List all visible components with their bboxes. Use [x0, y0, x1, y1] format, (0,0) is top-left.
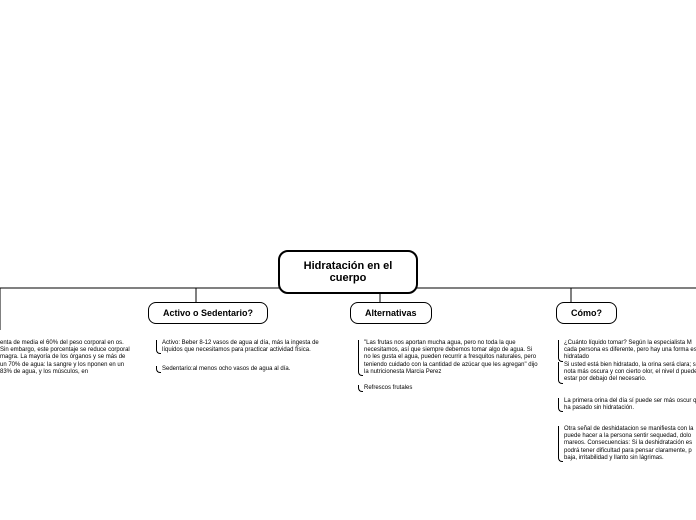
root-node: Hidratación en el cuerpo	[278, 250, 418, 294]
leaf-offscreen: enta de media el 60% del peso corporal e…	[0, 340, 130, 376]
leaf-activo-0: Activo: Beber 8-12 vasos de agua al día,…	[162, 340, 332, 354]
branch-activo: Activo o Sedentario?	[148, 302, 268, 324]
branch-como-label: Cómo?	[571, 308, 602, 318]
leaf-alt-0: "Las frutas nos aportan mucha agua, pero…	[364, 340, 539, 376]
leaf-alt-1-text: Refrescos frutales	[364, 385, 412, 391]
leaf-como-0: ¿Cuánto líquido tomar? Según la especial…	[564, 340, 696, 362]
branch-como: Cómo?	[556, 302, 617, 324]
leaf-activo-1-text: Sedentario:al menos ocho vasos de agua a…	[162, 366, 290, 372]
leaf-offscreen-text: enta de media el 60% del peso corporal e…	[0, 340, 130, 375]
branch-activo-label: Activo o Sedentario?	[163, 308, 253, 318]
branch-alternativas: Alternativas	[350, 302, 432, 324]
leaf-activo-1: Sedentario:al menos ocho vasos de agua a…	[162, 366, 332, 373]
leaf-como-0-text: ¿Cuánto líquido tomar? Según la especial…	[564, 340, 696, 360]
leaf-como-2: La primera orina del día sí puede ser má…	[564, 398, 696, 412]
leaf-como-1-text: Si usted está bien hidratado, la orina s…	[564, 362, 696, 382]
leaf-como-3-text: Otra señal de deshidatacion se manifiest…	[564, 426, 693, 461]
leaf-como-3: Otra señal de deshidatacion se manifiest…	[564, 426, 696, 462]
leaf-alt-1: Refrescos frutales	[364, 385, 539, 392]
leaf-activo-0-text: Activo: Beber 8-12 vasos de agua al día,…	[162, 340, 319, 353]
leaf-como-1: Si usted está bien hidratado, la orina s…	[564, 362, 696, 384]
root-label: Hidratación en el cuerpo	[304, 260, 393, 284]
branch-alternativas-label: Alternativas	[365, 308, 417, 318]
leaf-como-2-text: La primera orina del día sí puede ser má…	[564, 398, 696, 411]
leaf-alt-0-text: "Las frutas nos aportan mucha agua, pero…	[364, 340, 538, 375]
